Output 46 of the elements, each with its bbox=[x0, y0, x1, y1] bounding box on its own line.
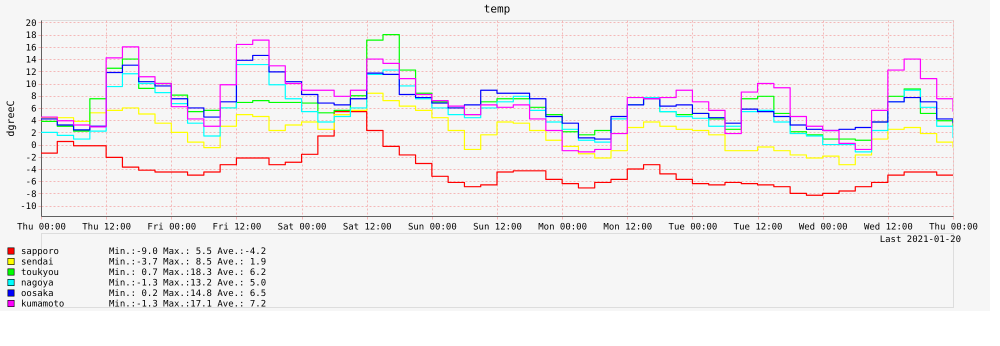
x-tick-label: Sun 12:00 bbox=[473, 222, 522, 232]
x-tick-label: Sat 00:00 bbox=[278, 222, 326, 232]
x-tick-label: Wed 12:00 bbox=[864, 222, 913, 232]
x-tick-label: Mon 12:00 bbox=[603, 222, 652, 232]
y-axis-title: dgreeC bbox=[6, 100, 18, 137]
x-tick-label: Fri 12:00 bbox=[212, 222, 262, 232]
legend-label: oosaka bbox=[21, 289, 54, 299]
y-tick-label: 14 bbox=[26, 56, 36, 66]
y-tick-label: -10 bbox=[20, 202, 36, 212]
y-tick-label: -6 bbox=[26, 178, 36, 188]
text: Min.:-1.3 Max.:13.2 Ave.: 5.0 bbox=[109, 278, 266, 288]
y-tick-label: 10 bbox=[26, 80, 36, 90]
legend-label: toukyou bbox=[21, 268, 59, 278]
y-tick-label: 2 bbox=[31, 128, 36, 139]
y-tick-label: 20 bbox=[26, 18, 36, 29]
text: Min.:-3.7 Max.: 8.5 Ave.: 1.9 bbox=[109, 258, 266, 268]
x-tick-label: Thu 12:00 bbox=[82, 222, 132, 232]
chart-title: temp bbox=[484, 2, 510, 16]
legend-label: sapporo bbox=[21, 247, 59, 257]
text: Min.:-1.3 Max.:17.1 Ave.: 7.2 bbox=[109, 300, 266, 310]
x-tick-label: Thu 00:00 bbox=[17, 222, 66, 232]
y-tick-label: -2 bbox=[26, 153, 36, 164]
y-tick-label: -4 bbox=[26, 165, 36, 176]
x-tick-label: Tue 00:00 bbox=[668, 222, 718, 232]
text: Min.: 0.7 Max.:18.3 Ave.: 6.2 bbox=[109, 268, 266, 278]
y-tick-label: 12 bbox=[26, 68, 36, 78]
x-tick-label: Sat 12:00 bbox=[342, 222, 392, 232]
x-tick-label: Wed 00:00 bbox=[798, 222, 848, 232]
x-tick-label: Sun 00:00 bbox=[408, 222, 457, 232]
legend-label: nagoya bbox=[21, 278, 54, 288]
y-tick-label: 6 bbox=[31, 104, 36, 114]
y-tick-label: 18 bbox=[26, 31, 36, 42]
text: Last 2021-01-20 bbox=[880, 235, 961, 245]
x-tick-label: Thu 00:00 bbox=[929, 222, 978, 232]
legend-label: sendai bbox=[21, 258, 54, 268]
text: Min.: 0.2 Max.:14.8 Ave.: 6.5 bbox=[109, 289, 266, 299]
legend-label: kumamoto bbox=[21, 300, 64, 310]
x-tick-label: Fri 00:00 bbox=[147, 222, 196, 232]
x-tick-label: Tue 12:00 bbox=[734, 222, 782, 232]
y-tick-label: 0 bbox=[31, 141, 36, 152]
x-tick-label: Mon 00:00 bbox=[538, 222, 588, 232]
y-tick-label: 16 bbox=[26, 43, 36, 54]
y-tick-label: 4 bbox=[31, 116, 36, 127]
text: Min.:-9.0 Max.: 5.5 Ave.:-4.2 bbox=[109, 247, 266, 257]
y-tick-label: -8 bbox=[26, 190, 36, 200]
y-tick-label: 8 bbox=[31, 92, 36, 102]
